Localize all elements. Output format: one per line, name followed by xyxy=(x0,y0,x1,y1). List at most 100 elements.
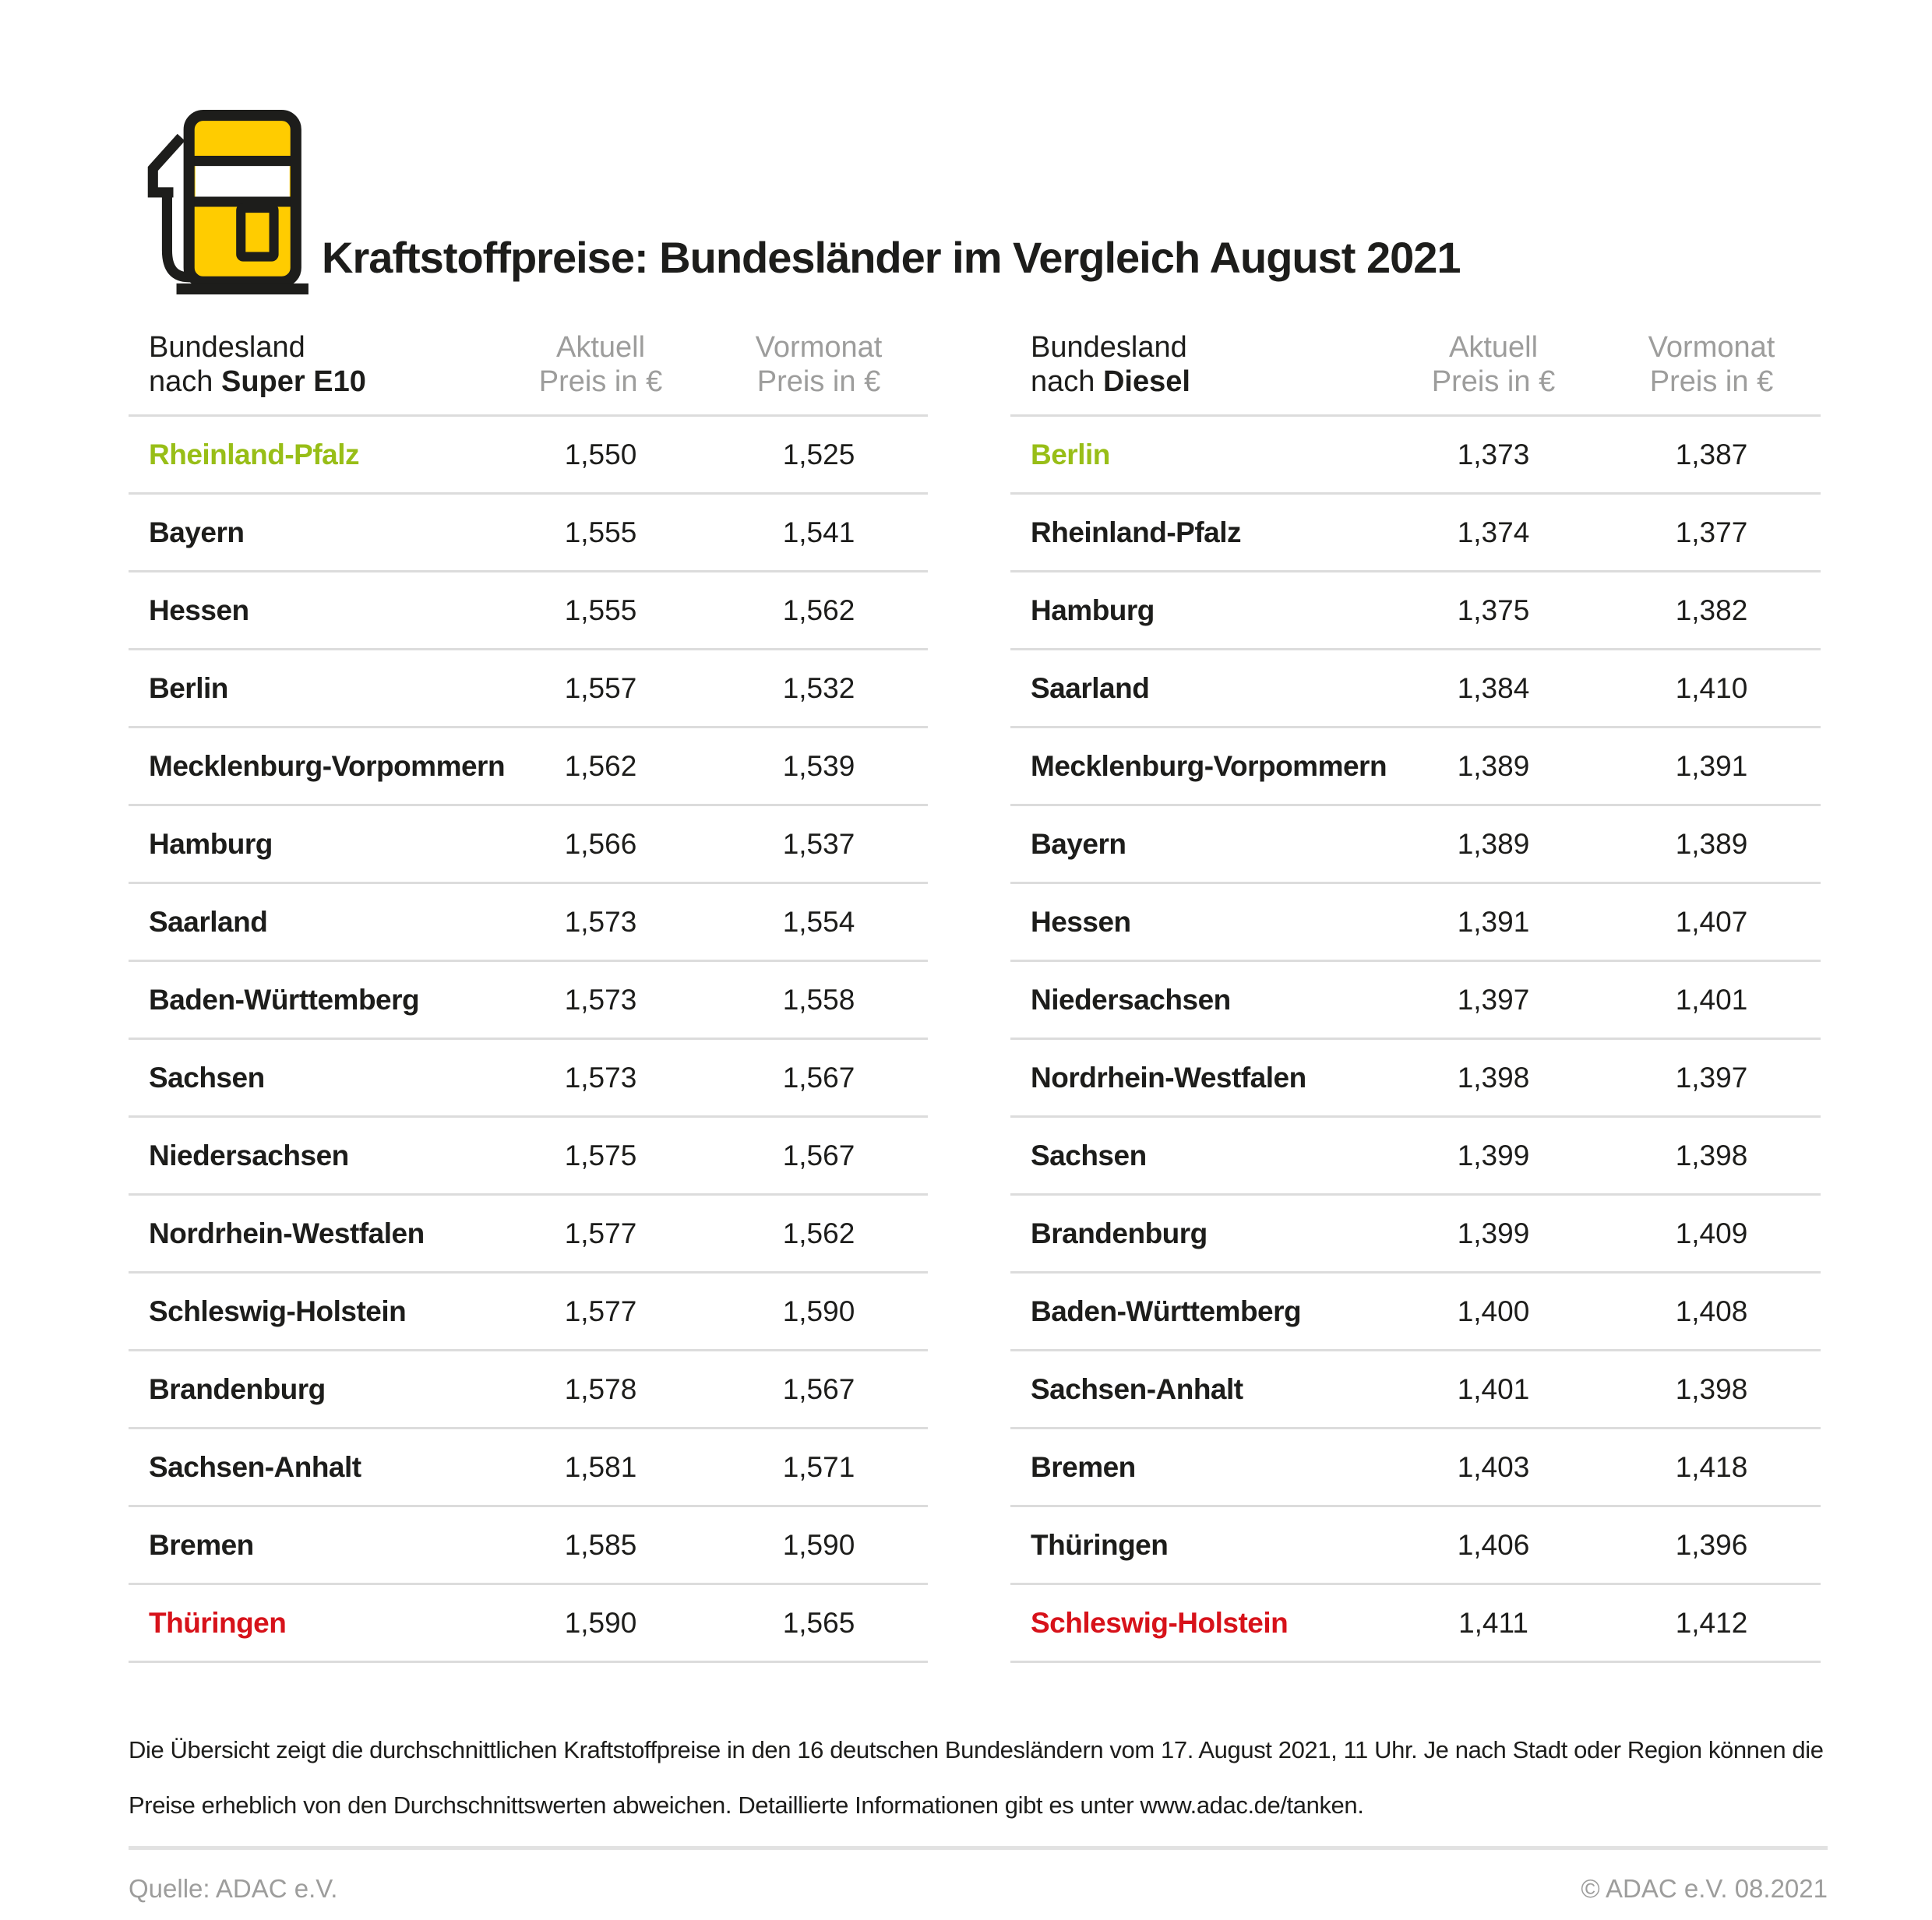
fuel-pump-icon xyxy=(126,107,315,296)
aktuell-value: 1,391 xyxy=(1457,905,1530,938)
vormonat-value: 1,567 xyxy=(782,1139,855,1171)
table-row: Nordrhein-Westfalen 1,577 1,562 xyxy=(129,1196,928,1274)
bundesland-label: Thüringen xyxy=(1031,1528,1169,1561)
vormonat-value: 1,541 xyxy=(782,516,855,548)
header-line2: nach Super E10 xyxy=(149,365,366,398)
vormonat-value: 1,532 xyxy=(782,671,855,704)
bundesland-label: Baden-Württemberg xyxy=(149,983,420,1016)
fuel-type-label: Diesel xyxy=(1102,365,1190,398)
aktuell-value: 1,399 xyxy=(1457,1217,1530,1249)
aktuell-value: 1,590 xyxy=(564,1606,637,1639)
vormonat-value: 1,558 xyxy=(782,983,855,1016)
aktuell-value: 1,384 xyxy=(1457,671,1530,704)
table-row: Hamburg 1,566 1,537 xyxy=(129,806,928,884)
bundesland-label: Schleswig-Holstein xyxy=(149,1295,407,1327)
table-row: Mecklenburg-Vorpommern 1,389 1,391 xyxy=(1010,728,1821,806)
bundesland-label: Niedersachsen xyxy=(1031,983,1231,1016)
table-header-bundesland: Bundesland nach Super E10 xyxy=(129,330,492,399)
aktuell-value: 1,573 xyxy=(564,1061,637,1094)
aktuell-value: 1,398 xyxy=(1457,1061,1530,1094)
aktuell-value: 1,374 xyxy=(1457,516,1530,548)
aktuell-value: 1,585 xyxy=(564,1528,637,1561)
table-body: Berlin 1,373 1,387 Rheinland-Pfalz 1,374 1,3… xyxy=(1010,414,1821,1663)
aktuell-value: 1,400 xyxy=(1457,1295,1530,1327)
header-line2: nach Diesel xyxy=(1031,365,1190,398)
aktuell-value: 1,573 xyxy=(564,905,637,938)
table-header-bundesland: Bundesland nach Diesel xyxy=(1010,330,1384,399)
vormonat-value: 1,525 xyxy=(782,438,855,470)
table-row: Brandenburg 1,578 1,567 xyxy=(129,1351,928,1429)
aktuell-value: 1,577 xyxy=(564,1217,637,1249)
bundesland-label: Mecklenburg-Vorpommern xyxy=(149,749,506,782)
vormonat-value: 1,562 xyxy=(782,1217,855,1249)
bundesland-label: Sachsen xyxy=(1031,1139,1147,1171)
aktuell-value: 1,566 xyxy=(564,827,637,860)
vormonat-value: 1,539 xyxy=(782,749,855,782)
fuel-type-label: Super E10 xyxy=(220,365,366,398)
vormonat-value: 1,391 xyxy=(1675,749,1748,782)
table-row: Niedersachsen 1,575 1,567 xyxy=(129,1118,928,1196)
table-row: Mecklenburg-Vorpommern 1,562 1,539 xyxy=(129,728,928,806)
bundesland-label: Bayern xyxy=(1031,827,1126,860)
bundesland-label: Hessen xyxy=(149,594,249,626)
vormonat-value: 1,554 xyxy=(782,905,855,938)
bundesland-label: Bayern xyxy=(149,516,245,548)
vormonat-value: 1,389 xyxy=(1675,827,1748,860)
bundesland-label: Nordrhein-Westfalen xyxy=(149,1217,425,1249)
table-row: Rheinland-Pfalz 1,550 1,525 xyxy=(129,417,928,495)
table-row: Thüringen 1,590 1,565 xyxy=(129,1585,928,1663)
page-title: Kraftstoffpreise: Bundesländer im Vergle… xyxy=(322,232,1461,282)
vormonat-value: 1,407 xyxy=(1675,905,1748,938)
header-line1: Bundesland xyxy=(149,331,305,364)
table-row: Saarland 1,573 1,554 xyxy=(129,884,928,962)
aktuell-value: 1,399 xyxy=(1457,1139,1530,1171)
bundesland-label: Brandenburg xyxy=(1031,1217,1208,1249)
table-diesel: Bundesland nach Diesel Aktuell Preis in … xyxy=(1010,330,1821,1663)
vormonat-value: 1,396 xyxy=(1675,1528,1748,1561)
table-row: Sachsen 1,399 1,398 xyxy=(1010,1118,1821,1196)
vormonat-value: 1,567 xyxy=(782,1061,855,1094)
bundesland-label: Berlin xyxy=(149,671,228,704)
bundesland-label: Bremen xyxy=(1031,1450,1136,1483)
table-row: Sachsen 1,573 1,567 xyxy=(129,1040,928,1118)
table-row: Sachsen-Anhalt 1,581 1,571 xyxy=(129,1429,928,1507)
footer-divider xyxy=(129,1846,1828,1850)
bundesland-label: Sachsen-Anhalt xyxy=(1031,1372,1243,1405)
table-row: Schleswig-Holstein 1,411 1,412 xyxy=(1010,1585,1821,1663)
table-header: Bundesland nach Diesel Aktuell Preis in … xyxy=(1010,330,1821,414)
bundesland-label: Sachsen-Anhalt xyxy=(149,1450,361,1483)
aktuell-value: 1,373 xyxy=(1457,438,1530,470)
table-row: Baden-Württemberg 1,573 1,558 xyxy=(129,962,928,1040)
bundesland-label: Hamburg xyxy=(1031,594,1155,626)
vormonat-value: 1,412 xyxy=(1675,1606,1748,1639)
aktuell-value: 1,555 xyxy=(564,516,637,548)
copyright-text: © ADAC e.V. 08.2021 xyxy=(1581,1874,1828,1903)
table-super-e10: Bundesland nach Super E10 Aktuell Preis … xyxy=(129,330,928,1663)
footnote: Die Übersicht zeigt die durchschnittlich… xyxy=(129,1736,1824,1819)
table-row: Niedersachsen 1,397 1,401 xyxy=(1010,962,1821,1040)
aktuell-value: 1,411 xyxy=(1458,1606,1528,1639)
table-row: Hessen 1,555 1,562 xyxy=(129,572,928,650)
table-row: Baden-Württemberg 1,400 1,408 xyxy=(1010,1274,1821,1351)
table-header: Bundesland nach Super E10 Aktuell Preis … xyxy=(129,330,928,414)
vormonat-value: 1,590 xyxy=(782,1295,855,1327)
table-row: Schleswig-Holstein 1,577 1,590 xyxy=(129,1274,928,1351)
bundesland-label: Schleswig-Holstein xyxy=(1031,1606,1289,1639)
vormonat-value: 1,410 xyxy=(1675,671,1748,704)
bundesland-label: Sachsen xyxy=(149,1061,265,1094)
bundesland-label: Bremen xyxy=(149,1528,254,1561)
aktuell-value: 1,397 xyxy=(1457,983,1530,1016)
aktuell-value: 1,555 xyxy=(564,594,637,626)
table-row: Brandenburg 1,399 1,409 xyxy=(1010,1196,1821,1274)
aktuell-value: 1,557 xyxy=(564,671,637,704)
table-body: Rheinland-Pfalz 1,550 1,525 Bayern 1,555 1,5… xyxy=(129,414,928,1663)
vormonat-value: 1,537 xyxy=(782,827,855,860)
vormonat-value: 1,418 xyxy=(1675,1450,1748,1483)
bundesland-label: Rheinland-Pfalz xyxy=(1031,516,1242,548)
aktuell-value: 1,578 xyxy=(564,1372,637,1405)
column-header-vormonat: Vormonat Preis in € xyxy=(1648,331,1775,398)
aktuell-value: 1,403 xyxy=(1457,1450,1530,1483)
vormonat-value: 1,562 xyxy=(782,594,855,626)
bundesland-label: Mecklenburg-Vorpommern xyxy=(1031,749,1387,782)
table-row: Hamburg 1,375 1,382 xyxy=(1010,572,1821,650)
